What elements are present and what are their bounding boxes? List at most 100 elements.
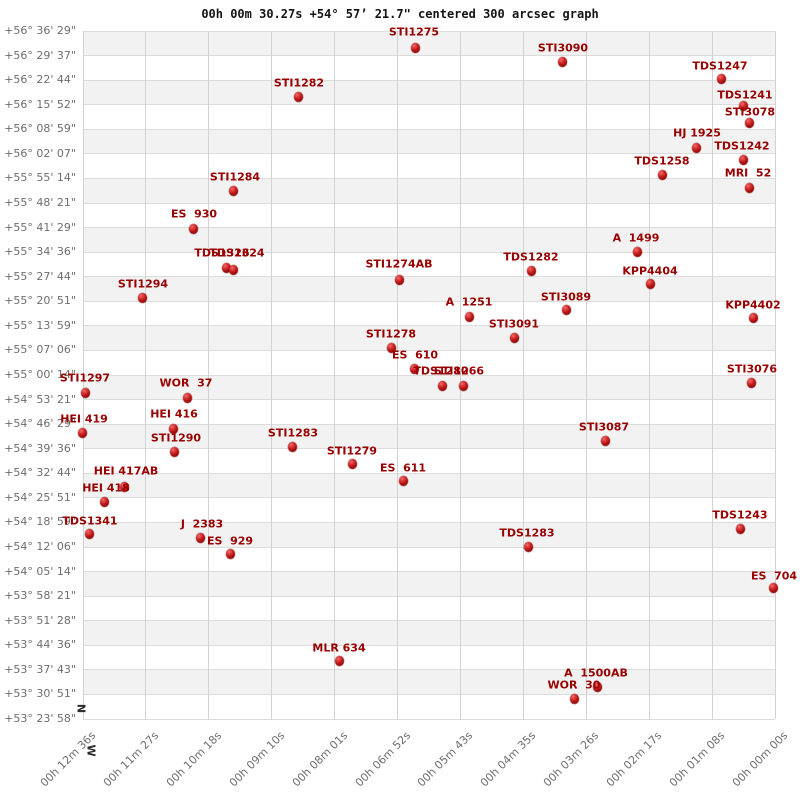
x-tick-label: 00h 03m 26s [541,729,602,790]
star-label: TDS1326 [194,246,250,260]
compass-west-indicator: W [84,744,98,757]
horizontal-gridline [83,300,775,302]
x-tick-label: 00h 02m 17s [603,729,665,790]
star-label: STI1266 [433,364,485,378]
star-label: STI3091 [488,317,540,331]
star-label: STI1278 [365,327,417,341]
declination-band [83,31,775,56]
declination-band [83,473,775,498]
star-label: STI3076 [726,362,778,376]
horizontal-gridline [83,497,775,499]
star-point [119,482,129,492]
horizontal-gridline [83,251,775,253]
star-label: WOR 30 [547,678,601,692]
horizontal-gridline [83,153,775,155]
star-label: WOR 37 [159,376,213,390]
vertical-gridline [648,31,650,719]
horizontal-gridline [83,79,775,81]
horizontal-gridline [83,202,775,204]
vertical-gridline [397,31,399,719]
y-tick-label: +55° 48' 21" [4,196,76,209]
star-point [744,118,754,128]
declination-band [83,129,775,154]
y-tick-label: +55° 34' 36" [4,245,76,259]
star-label: KPP4402 [725,298,781,312]
y-tick-label: +54° 18' 59" [4,515,76,529]
star-point [394,275,404,285]
horizontal-gridline [83,693,775,695]
star-point [746,378,756,388]
vertical-gridline [459,31,461,719]
star-point [168,424,178,434]
x-tick-label: 00h 08m 01s [289,729,350,790]
star-label: ES 929 [206,534,254,548]
y-tick-label: +55° 27' 44" [4,269,76,283]
declination-band [83,227,775,253]
horizontal-gridline [83,227,775,229]
star-label: A 1500AB [564,666,628,680]
declination-band [83,325,775,351]
star-point [645,279,655,289]
horizontal-gridline [83,349,775,351]
star-point [409,364,419,374]
star-point [77,428,87,438]
star-point [169,447,179,457]
y-tick-label: +56° 08' 59" [4,122,76,136]
star-label: STI1297 [59,371,111,385]
star-point [293,92,303,102]
declination-band [83,375,775,400]
x-tick-label: 00h 09m 10s [226,729,287,790]
star-label: ES 930 [170,207,218,221]
star-point [509,333,519,343]
star-point [738,101,748,111]
star-point [84,529,94,539]
star-point [592,682,602,692]
star-label: TDS1283 [499,526,555,540]
horizontal-gridline [83,571,775,573]
vertical-gridline [145,31,147,719]
star-label: STI1283 [267,426,319,440]
vertical-gridline [522,31,524,719]
star-point [99,497,109,507]
horizontal-gridline [83,128,775,130]
star-point [561,305,571,315]
star-point [632,247,642,257]
horizontal-gridline [83,448,775,450]
star-label: TDS1247 [692,59,748,73]
star-label: STI3089 [540,290,592,304]
star-label: STI1279 [326,444,378,458]
star-label: STI1284 [209,170,261,184]
star-point [523,542,533,552]
star-point [137,293,147,303]
vertical-gridline [334,31,336,719]
declination-band [83,80,775,105]
star-label: MRI 52 [724,166,772,180]
y-tick-label: +54° 32' 44" [4,466,76,480]
star-point [287,442,297,452]
star-point [716,74,726,84]
star-label: STI1294 [117,277,169,291]
y-tick-label: +54° 25' 51" [4,490,76,504]
x-tick-label: 00h 10m 18s [163,729,225,790]
y-tick-label: +53° 58' 21" [4,589,76,603]
star-point [228,186,238,196]
y-tick-label: +56° 15' 52" [4,97,76,111]
y-tick-label: +55° 20' 51" [4,294,76,308]
star-label: KPP4404 [622,264,678,278]
x-tick-label: 00h 04m 35s [478,729,539,790]
star-label: STI3087 [578,420,630,434]
horizontal-gridline [83,374,775,376]
y-tick-label: +55° 41' 29" [4,220,76,234]
y-tick-label: +55° 00' 14" [4,368,76,381]
declination-band [83,571,775,597]
star-point [182,393,192,403]
x-tick-label: 00h 01m 08s [666,729,728,790]
horizontal-gridline [83,55,775,57]
star-label: STI1275 [388,25,440,39]
horizontal-gridline [83,325,775,327]
y-tick-label: +53° 51' 28" [4,613,76,627]
star-label: TDS1280 [413,364,469,378]
star-label: TDS1282 [503,250,559,264]
vertical-gridline [585,31,587,719]
